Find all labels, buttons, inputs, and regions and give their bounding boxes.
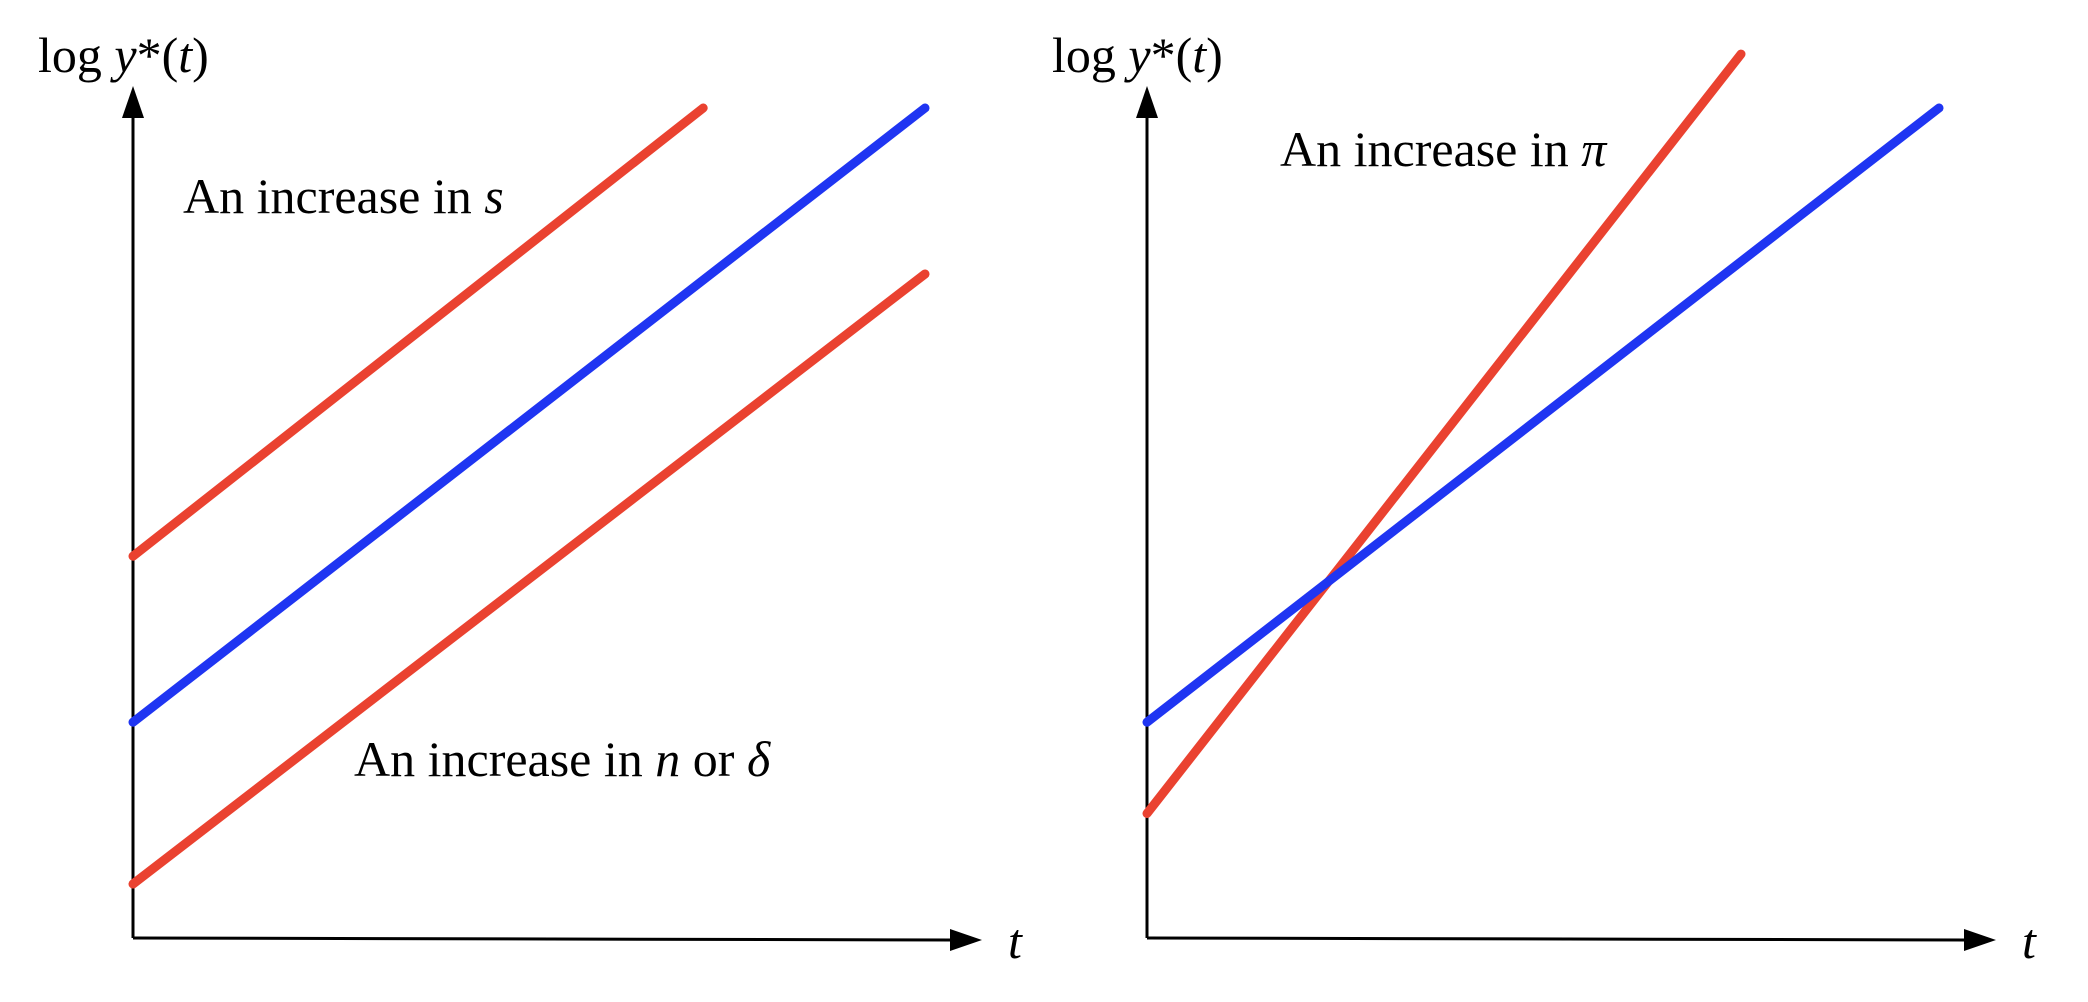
left-series-line-baseline [128, 103, 930, 727]
right-y-axis-label: log y*(t) [1052, 27, 1223, 83]
left-x-axis-arrow-icon [950, 929, 982, 951]
right-series-line-increase-pi [1142, 49, 1746, 818]
right-x-axis [1146, 936, 1967, 942]
left-x-axis-label: t [1008, 913, 1023, 969]
left-annotation-increase-n-delta: An increase in n or δ [354, 731, 771, 787]
right-panel: log y*(t) t An increase in π [1052, 27, 2037, 969]
left-annotation-increase-s: An increase in s [183, 168, 504, 224]
right-series-line-baseline [1142, 103, 1944, 727]
right-x-axis-label: t [2022, 913, 2037, 969]
right-y-axis-arrow-icon [1136, 86, 1158, 118]
left-panel: log y*(t) t An increase in s An increase… [38, 27, 1023, 969]
left-y-axis-arrow-icon [122, 86, 144, 118]
right-annotation-increase-pi: An increase in π [1280, 121, 1608, 177]
left-series-line-increase-s [128, 103, 708, 561]
left-y-axis-label: log y*(t) [38, 27, 209, 83]
left-series-line-increase-n-delta [128, 269, 930, 889]
right-x-axis-arrow-icon [1964, 929, 1996, 951]
left-x-axis [132, 936, 953, 942]
